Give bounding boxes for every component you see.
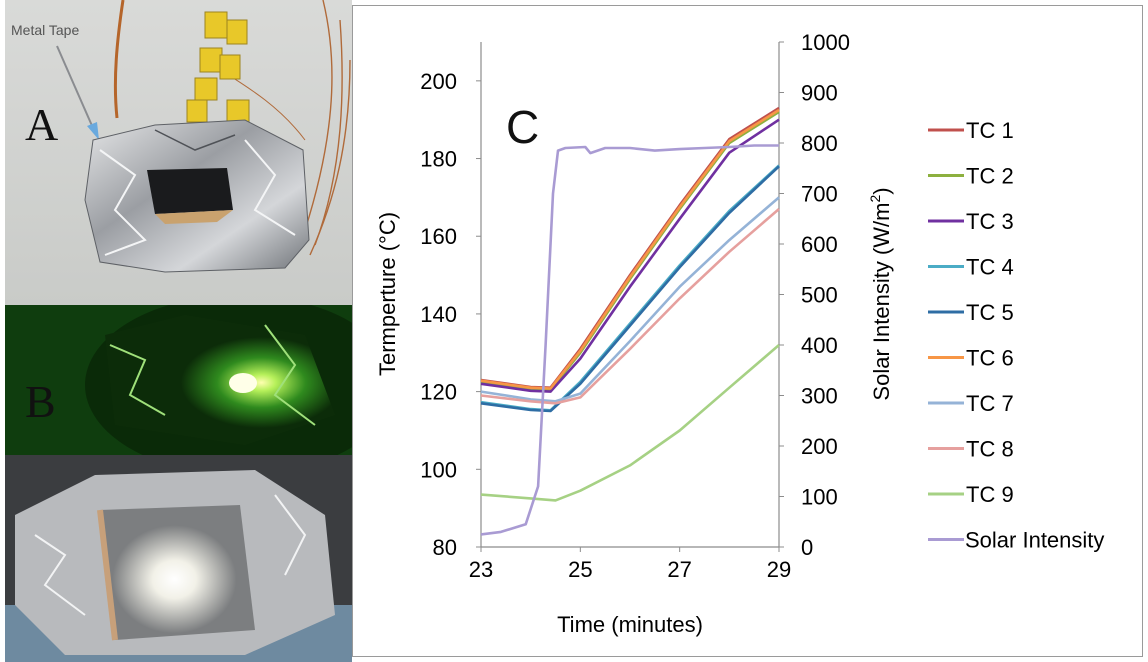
x-tick-label: 29 xyxy=(767,557,791,582)
x-axis-title: Time (minutes) xyxy=(557,612,703,637)
photo-panel-b: B xyxy=(5,305,352,455)
series-line-tc-7 xyxy=(480,196,780,403)
y-right-tick-label: 300 xyxy=(801,384,838,409)
panel-a-letter: A xyxy=(25,99,59,150)
chart-ticks: 23 25 27 29 80 100 120 140 160 180 200 0 100 200 300 40… xyxy=(420,30,850,582)
y-right-tick-label: 900 xyxy=(801,81,838,106)
photo-a-image xyxy=(5,0,352,305)
photo-column: Metal Tape A B xyxy=(5,0,352,662)
legend-label-solar-intensity: Solar Intensity xyxy=(965,528,1104,553)
y-right-tick-label: 100 xyxy=(801,485,838,510)
y-right-axis-title: Solar Intensity (W/m2) xyxy=(867,187,894,400)
photo-b-image xyxy=(5,305,352,455)
legend-label-tc-4: TC 4 xyxy=(966,255,1014,280)
temperature-solar-chart: 23 25 27 29 80 100 120 140 160 180 200 0 100 200 300 40… xyxy=(375,30,1104,637)
x-tick-label: 25 xyxy=(568,557,592,582)
series-line-tc-9 xyxy=(480,344,780,502)
y-left-tick-label: 80 xyxy=(433,535,457,560)
metal-tape-label: Metal Tape xyxy=(11,22,80,38)
y-left-tick-label: 180 xyxy=(420,147,457,172)
legend-label-tc-6: TC 6 xyxy=(966,346,1014,371)
y-right-tick-label: 1000 xyxy=(801,30,850,55)
y-right-tick-label: 400 xyxy=(801,333,838,358)
chart-legend: TC 1 TC 2 TC 3 TC 4 TC 5 TC 6 TC 7 TC 8 TC 9 Sola… xyxy=(928,118,1104,553)
chart-series xyxy=(480,106,780,536)
y-right-tick-label: 700 xyxy=(801,182,838,207)
legend-label-tc-1: TC 1 xyxy=(966,118,1014,143)
series-line-tc-6 xyxy=(480,108,780,390)
chart-panel: 23 25 27 29 80 100 120 140 160 180 200 0 100 200 300 40… xyxy=(352,5,1143,657)
y-right-tick-label: 600 xyxy=(801,232,838,257)
legend-label-tc-2: TC 2 xyxy=(966,164,1014,189)
legend-label-tc-7: TC 7 xyxy=(966,391,1014,416)
y-right-tick-label: 0 xyxy=(801,535,813,560)
photo-b-lit-image xyxy=(5,455,352,662)
y-right-tick-label: 200 xyxy=(801,434,838,459)
y-left-tick-label: 120 xyxy=(420,380,457,405)
y-left-tick-label: 140 xyxy=(420,302,457,327)
y-right-axis-title-end: ) xyxy=(869,187,894,194)
panel-c-letter: C xyxy=(506,101,539,153)
photo-panel-a: Metal Tape A xyxy=(5,0,352,305)
series-line-tc-8 xyxy=(480,208,780,405)
legend-label-tc-3: TC 3 xyxy=(966,209,1014,234)
y-left-tick-label: 200 xyxy=(420,69,457,94)
x-tick-label: 27 xyxy=(667,557,691,582)
y-left-tick-label: 100 xyxy=(420,457,457,482)
y-right-tick-label: 500 xyxy=(801,283,838,308)
photo-panel-b-lit xyxy=(5,455,352,662)
y-right-axis-title-main: Solar Intensity (W/m xyxy=(869,203,894,401)
y-left-tick-label: 160 xyxy=(420,224,457,249)
series-line-tc-5 xyxy=(480,165,780,413)
panel-b-letter: B xyxy=(25,376,56,427)
y-right-tick-label: 800 xyxy=(801,131,838,156)
legend-label-tc-8: TC 8 xyxy=(966,437,1014,462)
legend-label-tc-5: TC 5 xyxy=(966,300,1014,325)
series-line-solar-intensity xyxy=(480,144,779,536)
legend-label-tc-9: TC 9 xyxy=(966,482,1014,507)
y-left-axis-title: Termperture (°C) xyxy=(375,212,400,376)
y-right-axis-title-sup: 2 xyxy=(867,195,883,203)
x-tick-label: 23 xyxy=(469,557,493,582)
series-line-tc-3 xyxy=(480,118,780,393)
